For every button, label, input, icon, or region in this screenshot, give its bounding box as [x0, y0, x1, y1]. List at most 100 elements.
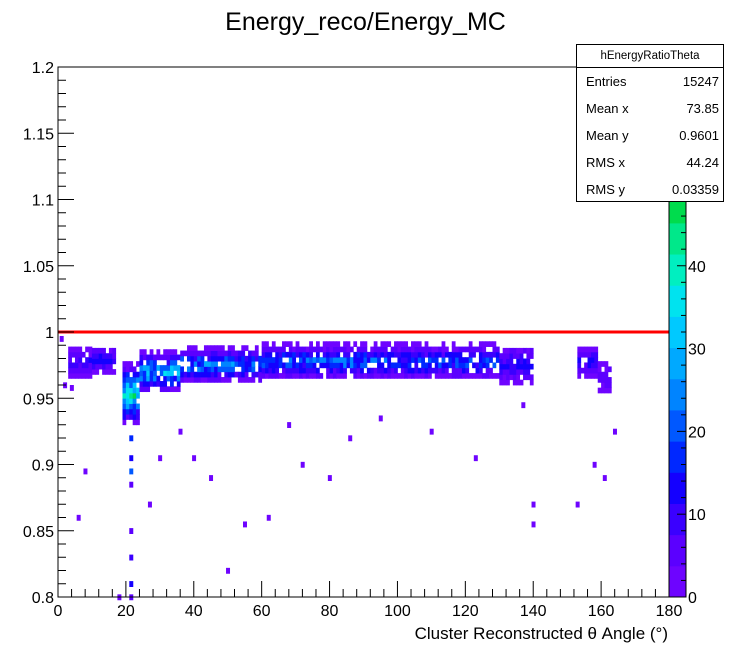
histogram-bin	[300, 461, 305, 468]
histogram-bin	[98, 358, 103, 365]
histogram-bin	[241, 345, 246, 351]
histogram-bin	[326, 341, 330, 347]
histogram-bin	[244, 366, 249, 373]
histogram-bin	[336, 367, 341, 374]
histogram-bin	[400, 351, 405, 358]
histogram-bin	[387, 351, 392, 358]
histogram-bin	[302, 346, 307, 353]
histogram-bin	[521, 402, 526, 409]
histogram-bin	[531, 501, 536, 508]
histogram-bin	[129, 361, 134, 367]
histogram-bin	[197, 350, 201, 357]
histogram-bin	[95, 347, 100, 354]
histogram-bin	[122, 366, 127, 373]
histogram-bin	[132, 387, 137, 394]
histogram-bin	[451, 346, 456, 353]
histogram-bin	[186, 377, 191, 383]
x-axis: 0 20 40 60 80 100 120 140 160 180	[54, 581, 682, 620]
histogram-bin	[136, 414, 140, 420]
histogram-bin	[461, 346, 466, 353]
histogram-bin	[244, 377, 249, 383]
histogram-bin	[502, 363, 507, 370]
histogram-bin	[278, 357, 283, 363]
histogram-bin	[594, 367, 599, 374]
histogram-bin	[278, 351, 283, 358]
histogram-bin	[305, 346, 310, 353]
histogram-bin	[400, 373, 405, 379]
stats-row-entries: Entries 15247	[577, 68, 723, 95]
histogram-bin	[220, 377, 225, 383]
histogram-bin	[394, 351, 398, 358]
stats-label: Entries	[586, 74, 627, 89]
histogram-bin	[360, 362, 364, 369]
histogram-bin	[380, 346, 385, 353]
histogram-bin	[332, 367, 337, 374]
histogram-bin	[258, 366, 263, 373]
histogram-bin	[577, 362, 582, 369]
histogram-bin	[499, 369, 504, 375]
palette-step	[669, 534, 686, 567]
histogram-bin	[207, 377, 212, 383]
histogram-bin	[244, 371, 249, 378]
x-tick-label: 100	[384, 603, 411, 620]
histogram-bin	[407, 373, 412, 379]
histogram-bin	[332, 351, 337, 358]
histogram-bin	[125, 403, 130, 410]
histogram-bin	[431, 346, 436, 353]
histogram-bin	[353, 373, 358, 379]
histogram-bin	[519, 379, 524, 386]
histogram-bin	[604, 387, 609, 394]
histogram-bin	[326, 351, 330, 358]
histogram-bin	[516, 358, 521, 365]
histogram-bin	[234, 371, 239, 378]
histogram-bin	[139, 349, 144, 355]
histogram-bin	[377, 373, 381, 379]
histogram-bin	[91, 363, 96, 370]
histogram-bin	[356, 351, 361, 358]
histogram-bin	[400, 367, 405, 374]
histogram-bin	[159, 386, 164, 393]
histogram-bin	[153, 370, 157, 377]
histogram-bin	[400, 346, 405, 353]
histogram-bin	[363, 362, 368, 369]
histogram-bin	[356, 357, 361, 363]
histogram-bin	[512, 347, 517, 354]
histogram-bin	[404, 341, 409, 347]
histogram-bin	[421, 373, 425, 379]
histogram-bin	[299, 357, 303, 363]
histogram-bin	[346, 357, 351, 363]
histogram-bin	[592, 461, 597, 468]
histogram-bin	[183, 350, 188, 357]
histogram-bin	[129, 387, 134, 394]
histogram-bin	[129, 382, 134, 389]
histogram-bin	[170, 359, 174, 366]
histogram-bin	[278, 373, 283, 379]
histogram-bin	[509, 347, 514, 354]
histogram-bin	[163, 386, 168, 393]
stats-value: 73.85	[686, 101, 719, 116]
histogram-bin	[411, 341, 415, 347]
histogram-bin	[237, 355, 242, 362]
histogram-bin	[360, 367, 364, 374]
histogram-bin	[489, 357, 493, 363]
histogram-bin	[156, 349, 161, 355]
histogram-bin	[68, 362, 72, 369]
histogram-bin	[499, 363, 504, 370]
histogram-bin	[509, 374, 514, 381]
histogram-bin	[129, 581, 134, 587]
histogram-bin	[377, 351, 381, 358]
histogram-bin	[465, 373, 470, 379]
histogram-bin	[95, 353, 100, 359]
histogram-bin	[506, 369, 510, 375]
histogram-bin	[329, 346, 334, 353]
histogram-bin	[231, 345, 235, 351]
histogram-bin	[472, 373, 476, 379]
histogram-bin	[193, 361, 198, 367]
histogram-bin	[268, 367, 273, 374]
histogram-bin	[326, 373, 330, 379]
histogram-bin	[597, 361, 602, 367]
histogram-bin	[129, 455, 134, 462]
histogram-bin	[193, 345, 198, 351]
histogram-bin	[95, 358, 100, 365]
histogram-bin	[601, 387, 605, 394]
